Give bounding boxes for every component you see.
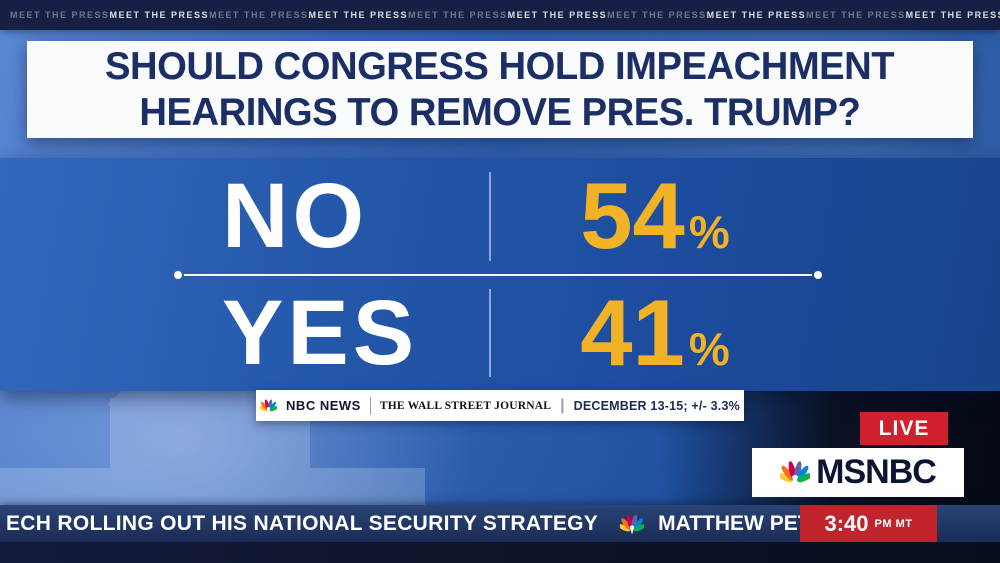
poll-results-panel: NO 54 % YES 41 % (0, 158, 1000, 391)
show-title-item: MEET THE PRESS (806, 10, 906, 20)
live-badge: LIVE (860, 412, 948, 445)
percent-sign: % (688, 322, 730, 375)
time-display: 3:40 PM MT (800, 505, 937, 542)
source-divider (369, 396, 371, 415)
show-title-item: MEET THE PRESS (109, 10, 210, 20)
bottom-shadow-strip (0, 542, 1000, 563)
poll-source-bar: NBC NEWS THE WALL STREET JOURNAL | DECEM… (256, 390, 744, 421)
poll-value-number: 41 (580, 279, 685, 385)
poll-question-line-1: SHOULD CONGRESS HOLD IMPEACHMENT (105, 45, 895, 89)
poll-dates-margin: DECEMBER 13-15; +/- 3.3% (573, 398, 740, 413)
wsj-label: THE WALL STREET JOURNAL (379, 399, 552, 412)
ticker-headline: ECH ROLLING OUT HIS NATIONAL SECURITY ST… (6, 511, 599, 535)
show-title-item: MEET THE PRESS (706, 10, 807, 20)
clock-timezone: PM MT (874, 517, 913, 530)
show-title-item: MEET THE PRESS (10, 10, 110, 20)
ticker-peacock-icon (620, 513, 644, 535)
poll-answer-label: NO (222, 165, 368, 268)
nbc-peacock-icon (260, 398, 277, 414)
poll-answer-value: 41 % (498, 279, 812, 385)
source-pipe-divider: | (560, 396, 565, 414)
clock-time: 3:40 (824, 510, 869, 536)
percent-sign: % (688, 206, 730, 259)
show-title-item: MEET THE PRESS (905, 10, 1000, 20)
poll-row-no: NO 54 % (0, 158, 1000, 275)
poll-row-yes: YES 41 % (0, 275, 1000, 392)
news-ticker: ECH ROLLING OUT HIS NATIONAL SECURITY ST… (0, 505, 1000, 542)
show-title-item: MEET THE PRESS (308, 10, 409, 20)
row-divider-line (174, 270, 822, 279)
vertical-divider (489, 172, 491, 261)
poll-answer-value: 54 % (498, 169, 812, 263)
poll-answer-label: YES (222, 281, 419, 384)
network-name: MSNBC (816, 453, 937, 491)
show-title-item: MEET THE PRESS (607, 10, 707, 20)
nbc-news-label: NBC NEWS (286, 398, 361, 413)
msnbc-peacock-icon (780, 459, 810, 487)
show-title-item: MEET THE PRESS (507, 10, 608, 20)
poll-question-line-2: HEARINGS TO REMOVE PRES. TRUMP? (139, 90, 861, 134)
show-title-item: MEET THE PRESS (408, 10, 508, 20)
show-title-item: MEET THE PRESS (209, 10, 309, 20)
poll-question-banner: SHOULD CONGRESS HOLD IMPEACHMENT HEARING… (27, 41, 973, 138)
vertical-divider (489, 288, 491, 377)
poll-value-number: 54 (580, 163, 685, 269)
show-title-strip: MEET THE PRESS MEET THE PRESS MEET THE P… (0, 0, 1000, 30)
network-bug: MSNBC (752, 448, 964, 497)
